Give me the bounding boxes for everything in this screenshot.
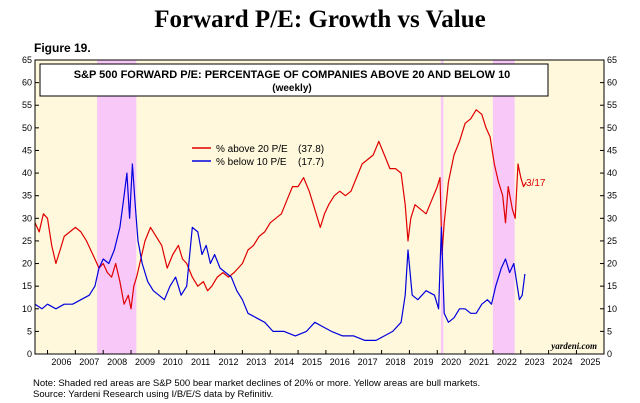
page-title: Forward P/E: Growth vs Value bbox=[154, 6, 486, 33]
y-tick-label-right: 60 bbox=[607, 78, 617, 88]
yardeni-watermark: yardeni.com bbox=[550, 341, 597, 351]
chart-title: S&P 500 FORWARD P/E: PERCENTAGE OF COMPA… bbox=[74, 69, 511, 81]
x-tick-label: 2016 bbox=[330, 357, 350, 367]
y-tick-label-right: 45 bbox=[607, 145, 617, 155]
x-tick-label: 2008 bbox=[107, 357, 127, 367]
legend-label-above-20: % above 20 P/E bbox=[216, 144, 288, 155]
series-lines bbox=[34, 109, 527, 341]
series-below-10-line bbox=[34, 163, 526, 341]
y-tick-label-right: 0 bbox=[607, 349, 612, 359]
y-tick-label-left: 55 bbox=[22, 100, 32, 110]
y-tick-label-right: 55 bbox=[607, 100, 617, 110]
y-tick-label-right: 15 bbox=[607, 281, 617, 291]
y-tick-label-right: 20 bbox=[607, 259, 617, 269]
y-tick-label-right: 10 bbox=[607, 304, 617, 314]
y-tick-label-left: 10 bbox=[22, 304, 32, 314]
x-tick-label: 2006 bbox=[51, 357, 71, 367]
x-tick-label: 2014 bbox=[274, 357, 294, 367]
y-tick-label-left: 5 bbox=[27, 326, 32, 336]
x-tick-label: 2021 bbox=[469, 357, 489, 367]
y-tick-label-left: 0 bbox=[27, 349, 32, 359]
y-tick-label-right: 35 bbox=[607, 191, 617, 201]
bear-market-band-1 bbox=[440, 60, 444, 354]
x-tick-label: 2009 bbox=[135, 357, 155, 367]
y-tick-label-left: 60 bbox=[22, 78, 32, 88]
y-tick-label-right: 5 bbox=[607, 326, 612, 336]
y-tick-label-right: 50 bbox=[607, 123, 617, 133]
y-tick-label-left: 15 bbox=[22, 281, 32, 291]
x-tick-label: 2025 bbox=[580, 357, 600, 367]
y-tick-label-left: 20 bbox=[22, 259, 32, 269]
y-tick-label-left: 30 bbox=[22, 213, 32, 223]
y-tick-label-left: 35 bbox=[22, 191, 32, 201]
x-tick-label: 2018 bbox=[385, 357, 405, 367]
footnote-note: Note: Shaded red areas are S&P 500 bear … bbox=[33, 378, 481, 389]
x-tick-label: 2024 bbox=[553, 357, 573, 367]
y-tick-label-left: 65 bbox=[22, 55, 32, 65]
plot-frame bbox=[34, 59, 605, 355]
x-axis: 2006 2007 2008 2009 2010 2011 2012 2013 2014 2015… bbox=[47, 350, 600, 367]
footnote-source: Source: Yardeni Research using I/B/E/S d… bbox=[33, 389, 274, 400]
chart-title-box: S&P 500 FORWARD P/E: PERCENTAGE OF COMPA… bbox=[39, 63, 549, 97]
x-tick-label: 2015 bbox=[302, 357, 322, 367]
x-tick-label: 2023 bbox=[525, 357, 545, 367]
y-tick-label-right: 30 bbox=[607, 213, 617, 223]
y-tick-label-left: 40 bbox=[22, 168, 32, 178]
legend: % above 20 P/E (37.8) % below 10 P/E (17… bbox=[192, 144, 324, 168]
x-tick-label: 2007 bbox=[79, 357, 99, 367]
x-tick-label: 2013 bbox=[246, 357, 266, 367]
legend-value-above-20: (37.8) bbox=[298, 144, 324, 155]
figure-label: Figure 19. bbox=[34, 41, 91, 55]
y-tick-label-right: 25 bbox=[607, 236, 617, 246]
chart-subtitle: (weekly) bbox=[272, 83, 311, 94]
y-tick-label-left: 25 bbox=[22, 236, 32, 246]
x-tick-label: 2012 bbox=[218, 357, 238, 367]
x-tick-label: 2019 bbox=[413, 357, 433, 367]
x-tick-label: 2011 bbox=[191, 357, 210, 367]
x-tick-label: 2017 bbox=[358, 357, 378, 367]
y-tick-label-right: 40 bbox=[607, 168, 617, 178]
x-tick-label: 2020 bbox=[441, 357, 461, 367]
x-tick-label: 2010 bbox=[163, 357, 183, 367]
chart-title-frame bbox=[39, 63, 549, 97]
x-tick-label: 2022 bbox=[497, 357, 517, 367]
series-above-20-line bbox=[34, 109, 527, 310]
end-date-label: 3/17 bbox=[526, 178, 546, 189]
y-tick-label-right: 65 bbox=[607, 55, 617, 65]
legend-value-below-10: (17.7) bbox=[298, 157, 324, 168]
y-tick-label-left: 50 bbox=[22, 123, 32, 133]
y-tick-label-left: 45 bbox=[22, 145, 32, 155]
legend-label-below-10: % below 10 P/E bbox=[216, 157, 287, 168]
